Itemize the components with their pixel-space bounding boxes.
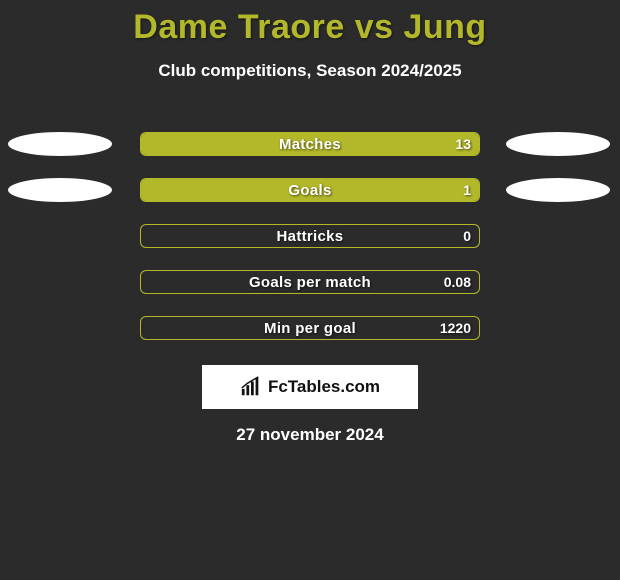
player-ellipse-left <box>8 178 112 202</box>
stat-label: Matches <box>141 133 479 155</box>
bar-chart-icon <box>240 376 262 398</box>
stat-row: Goals1 <box>0 167 620 213</box>
player-ellipse-right <box>506 132 610 156</box>
brand-text: FcTables.com <box>268 377 380 397</box>
stat-bar: Matches13 <box>140 132 480 156</box>
stat-label: Goals per match <box>141 271 479 293</box>
stat-rows: Matches13 Goals1 Hattricks0 Goals per match… <box>0 121 620 351</box>
stat-row: Min per goal1220 <box>0 305 620 351</box>
stat-row: Goals per match0.08 <box>0 259 620 305</box>
stat-row: Matches13 <box>0 121 620 167</box>
stat-bar: Goals per match0.08 <box>140 270 480 294</box>
stat-label: Goals <box>141 179 479 201</box>
stat-row: Hattricks0 <box>0 213 620 259</box>
stat-bar: Goals1 <box>140 178 480 202</box>
stat-bar: Min per goal1220 <box>140 316 480 340</box>
stat-value: 0 <box>463 225 471 247</box>
stat-bar: Hattricks0 <box>140 224 480 248</box>
player-ellipse-right <box>506 178 610 202</box>
stat-label: Min per goal <box>141 317 479 339</box>
stat-label: Hattricks <box>141 225 479 247</box>
player-ellipse-left <box>8 132 112 156</box>
stat-value: 13 <box>455 133 471 155</box>
date-label: 27 november 2024 <box>0 425 620 445</box>
stat-value: 1220 <box>440 317 471 339</box>
page-title: Dame Traore vs Jung <box>0 0 620 47</box>
stat-value: 0.08 <box>444 271 471 293</box>
subtitle: Club competitions, Season 2024/2025 <box>0 61 620 81</box>
stat-value: 1 <box>463 179 471 201</box>
brand-badge: FcTables.com <box>202 365 418 409</box>
